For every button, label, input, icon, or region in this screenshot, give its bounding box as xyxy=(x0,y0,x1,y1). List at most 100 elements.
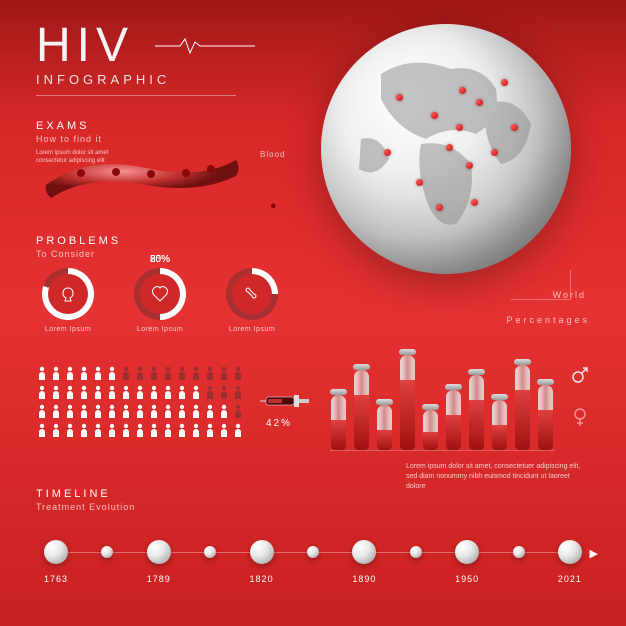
tube-fill xyxy=(492,425,507,450)
person-icon xyxy=(120,423,132,439)
person-icon xyxy=(148,385,160,401)
person-icon xyxy=(64,385,76,401)
timeline-dot xyxy=(352,540,376,564)
tube xyxy=(446,390,461,450)
timeline-section: TIMELINE Treatment Evolution xyxy=(36,488,135,512)
tube xyxy=(400,355,415,450)
donut-charts: 80%Lorem Ipsum50%Lorem Ipsum25%Lorem Ips… xyxy=(36,268,284,333)
timeline-dot xyxy=(44,540,68,564)
timeline-year: 1763 xyxy=(44,574,68,584)
timeline-node: 1820 xyxy=(242,533,282,584)
problems-section: PROBLEMS To Consider xyxy=(36,235,121,259)
globe-pin xyxy=(436,204,443,211)
person-icon xyxy=(64,423,76,439)
tube xyxy=(423,410,438,450)
donut-chart: 50%Lorem Ipsum xyxy=(128,268,192,333)
globe-pin xyxy=(456,124,463,131)
person-icon xyxy=(50,423,62,439)
people-pictogram-grid xyxy=(36,366,244,439)
test-tube-bar xyxy=(422,404,439,450)
timeline-node xyxy=(396,533,436,584)
test-tube-bar xyxy=(330,389,347,450)
person-icon xyxy=(64,404,76,420)
timeline-subtitle: Treatment Evolution xyxy=(36,502,135,512)
timeline-dot xyxy=(147,540,171,564)
person-icon xyxy=(120,404,132,420)
person-icon xyxy=(78,404,90,420)
tube xyxy=(492,400,507,450)
timeline-node xyxy=(190,533,230,584)
person-icon xyxy=(218,385,230,401)
person-icon xyxy=(218,404,230,420)
test-tube-bar xyxy=(514,359,531,450)
person-icon xyxy=(176,404,188,420)
test-tube-bar xyxy=(445,384,462,450)
timeline-node: 1890 xyxy=(344,533,384,584)
person-icon xyxy=(176,385,188,401)
bars-description: Lorem ipsum dolor sit amet, consectetuer… xyxy=(406,462,586,491)
tube-fill xyxy=(400,380,415,450)
donut-label: Lorem Ipsum xyxy=(229,326,275,333)
percentages-label: Percentages xyxy=(506,315,590,325)
test-tube-bar xyxy=(537,379,554,450)
person-icon xyxy=(64,366,76,382)
globe-pin xyxy=(501,79,508,86)
globe-pin xyxy=(471,199,478,206)
problems-title: PROBLEMS xyxy=(36,235,121,247)
timeline-year: 1950 xyxy=(455,574,479,584)
globe-pin xyxy=(491,149,498,156)
infographic-root: HIV INFOGRAPHIC World EXAMS How to find … xyxy=(0,0,626,626)
person-icon xyxy=(50,385,62,401)
donut-ring xyxy=(42,268,94,320)
person-icon xyxy=(36,385,48,401)
timeline-node: 1763 xyxy=(36,533,76,584)
timeline-dot xyxy=(307,546,319,558)
world-label: World xyxy=(553,290,586,300)
timeline-dot xyxy=(101,546,113,558)
person-icon xyxy=(106,423,118,439)
timeline-year: 1820 xyxy=(250,574,274,584)
person-icon xyxy=(92,404,104,420)
person-icon xyxy=(232,404,244,420)
globe-pin xyxy=(466,162,473,169)
donut-ring xyxy=(226,268,278,320)
tube-fill xyxy=(331,420,346,450)
timeline-arrow-icon: ▶ xyxy=(590,547,598,560)
blood-label: Blood xyxy=(260,150,285,159)
person-icon xyxy=(190,404,202,420)
person-icon xyxy=(232,423,244,439)
person-icon xyxy=(162,404,174,420)
person-icon xyxy=(162,366,174,382)
tube-fill xyxy=(446,415,461,450)
person-icon xyxy=(120,385,132,401)
timeline-year: 2021 xyxy=(558,574,582,584)
globe-pin xyxy=(476,99,483,106)
timeline-nodes: 1763 1789 1820 1890 1950 2021 xyxy=(36,533,590,584)
tube xyxy=(331,395,346,450)
tube-fill xyxy=(538,410,553,450)
person-icon xyxy=(134,404,146,420)
timeline-node xyxy=(499,533,539,584)
tube-fill xyxy=(377,430,392,450)
person-icon xyxy=(92,366,104,382)
tube xyxy=(538,385,553,450)
bone-icon xyxy=(242,284,262,304)
blood-drop-icon: ● xyxy=(270,200,277,212)
person-icon xyxy=(78,423,90,439)
problems-subtitle: To Consider xyxy=(36,249,121,259)
person-icon xyxy=(204,423,216,439)
person-icon xyxy=(162,385,174,401)
timeline-node: 1950 xyxy=(447,533,487,584)
person-icon xyxy=(148,404,160,420)
test-tube-bar xyxy=(353,364,370,450)
timeline-node xyxy=(293,533,333,584)
timeline: 176317891820189019502021 ▶ xyxy=(36,533,590,584)
person-icon xyxy=(106,366,118,382)
person-icon xyxy=(176,366,188,382)
timeline-year: 1789 xyxy=(147,574,171,584)
timeline-title: TIMELINE xyxy=(36,488,135,500)
test-tube-bar xyxy=(491,394,508,450)
person-icon xyxy=(204,404,216,420)
brain-icon xyxy=(58,284,78,304)
tube-fill xyxy=(515,390,530,450)
